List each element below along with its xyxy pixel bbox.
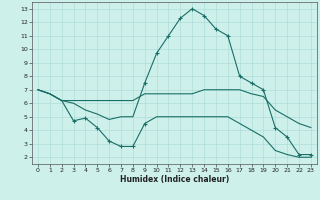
X-axis label: Humidex (Indice chaleur): Humidex (Indice chaleur) <box>120 175 229 184</box>
